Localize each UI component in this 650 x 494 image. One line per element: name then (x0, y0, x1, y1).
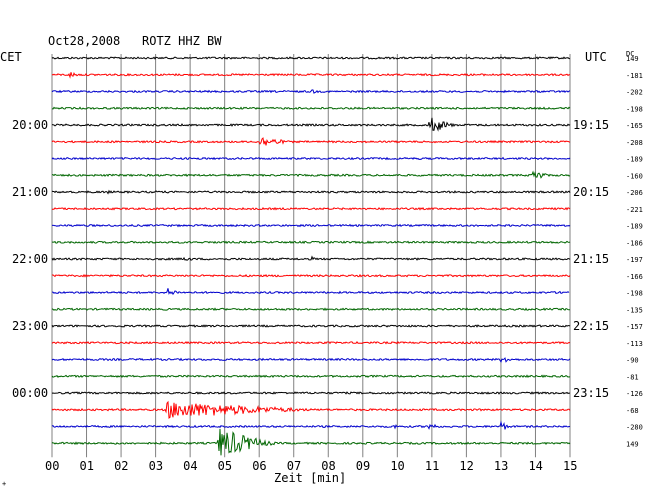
trace-12 (51, 255, 571, 261)
x-tick-12: 12 (459, 459, 473, 473)
cet-time-label-8: 21:00 (12, 185, 48, 199)
x-axis-label: Zeit [min] (274, 471, 346, 485)
dc-value-13: -166 (626, 273, 643, 281)
trace-3 (51, 106, 571, 110)
time-labels: 149 -181 -202 -198 -165 20:00 19:15 -208 -189 -16… (12, 55, 643, 448)
dc-value-16: -157 (626, 323, 643, 331)
dc-value-0: 149 (626, 55, 639, 63)
corner-mark: + (2, 480, 6, 488)
grid-lines (51, 54, 571, 458)
dc-value-20: -126 (626, 390, 643, 398)
right-timezone-label: UTC (585, 50, 607, 64)
dc-value-3: -198 (626, 105, 643, 113)
cet-time-label-12: 22:00 (12, 252, 48, 266)
x-tick-00: 00 (45, 459, 59, 473)
dc-value-8: -206 (626, 189, 643, 197)
trace-20 (51, 391, 571, 395)
utc-time-label-12: 21:15 (573, 252, 609, 266)
trace-6 (51, 156, 571, 161)
trace-4 (51, 117, 571, 132)
x-tick-03: 03 (149, 459, 163, 473)
trace-16 (51, 324, 571, 328)
utc-time-label-8: 20:15 (573, 185, 609, 199)
trace-23 (51, 428, 571, 456)
trace-22 (51, 420, 571, 430)
trace-15 (51, 307, 571, 312)
dc-value-14: -198 (626, 290, 643, 298)
trace-7 (51, 170, 571, 179)
cet-time-label-4: 20:00 (12, 118, 48, 132)
dc-value-12: -197 (626, 256, 643, 264)
trace-0 (51, 56, 571, 60)
trace-1 (51, 71, 571, 79)
trace-5 (51, 137, 571, 146)
trace-2 (51, 89, 571, 94)
left-timezone-label: CET (0, 50, 22, 64)
dc-value-10: -189 (626, 223, 643, 231)
x-tick-11: 11 (425, 459, 439, 473)
x-tick-02: 02 (114, 459, 128, 473)
trace-17 (51, 340, 571, 345)
trace-9 (51, 206, 571, 211)
x-tick-04: 04 (183, 459, 197, 473)
dc-value-21: -68 (626, 407, 639, 415)
dc-value-11: -186 (626, 239, 643, 247)
dc-value-22: -280 (626, 424, 643, 432)
cet-time-label-20: 00:00 (12, 386, 48, 400)
x-tick-08: 08 (321, 459, 335, 473)
x-tick-06: 06 (252, 459, 266, 473)
seismic-traces (51, 56, 571, 456)
cet-time-label-16: 23:00 (12, 319, 48, 333)
dc-header-label: DC (626, 50, 634, 58)
trace-8 (51, 189, 571, 195)
dc-value-23: 149 (626, 440, 639, 448)
trace-13 (51, 273, 571, 278)
dc-value-18: -90 (626, 357, 639, 365)
dc-value-7: -160 (626, 172, 643, 180)
trace-11 (51, 240, 571, 245)
header-station: ROTZ HHZ BW (142, 34, 222, 48)
utc-time-label-20: 23:15 (573, 386, 609, 400)
header-date: Oct28,2008 (48, 34, 120, 48)
x-tick-09: 09 (356, 459, 370, 473)
dc-value-1: -181 (626, 72, 643, 80)
trace-14 (52, 288, 570, 296)
x-axis-ticks: 00 01 02 03 04 05 06 07 08 09 10 11 12 13 14 15 (45, 459, 577, 473)
x-tick-01: 01 (80, 459, 94, 473)
dc-value-17: -113 (626, 340, 643, 348)
trace-21 (51, 400, 571, 419)
dc-value-4: -165 (626, 122, 643, 130)
trace-18 (51, 357, 571, 363)
dc-value-5: -208 (626, 139, 643, 147)
dc-value-15: -135 (626, 306, 643, 314)
x-tick-14: 14 (528, 459, 542, 473)
x-tick-10: 10 (390, 459, 404, 473)
x-tick-13: 13 (494, 459, 508, 473)
utc-time-label-16: 22:15 (573, 319, 609, 333)
x-tick-07: 07 (287, 459, 301, 473)
dc-value-2: -202 (626, 89, 643, 97)
trace-10 (51, 223, 571, 228)
dc-value-9: -221 (626, 206, 643, 214)
dc-value-19: -81 (626, 373, 639, 381)
dc-value-6: -189 (626, 156, 643, 164)
x-tick-15: 15 (563, 459, 577, 473)
x-tick-05: 05 (218, 459, 232, 473)
utc-time-label-4: 19:15 (573, 118, 609, 132)
trace-19 (51, 374, 571, 379)
